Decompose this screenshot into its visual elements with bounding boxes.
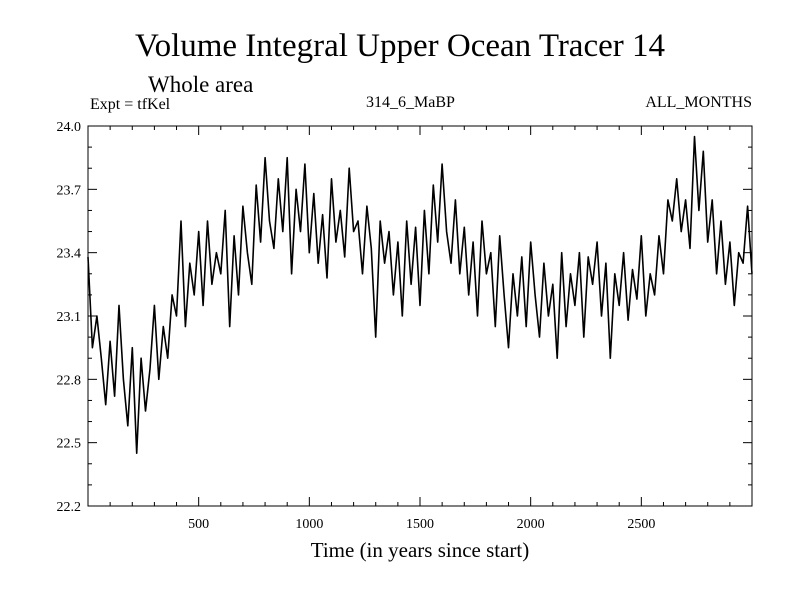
- x-axis-title: Time (in years since start): [310, 538, 530, 562]
- y-tick-label: 22.2: [57, 500, 82, 515]
- y-tick-label: 23.1: [57, 310, 82, 325]
- months-label: ALL_MONTHS: [645, 94, 752, 111]
- y-tick-label: 22.5: [57, 437, 82, 452]
- x-tick-label: 1000: [295, 517, 323, 532]
- experiment-label: Expt = tfKel: [90, 96, 171, 113]
- y-tick-label: 23.7: [57, 183, 82, 198]
- chart-subtitle: Whole area: [148, 72, 254, 97]
- x-tick-label: 1500: [406, 517, 434, 532]
- run-label: 314_6_MaBP: [366, 94, 455, 111]
- y-tick-label: 22.8: [57, 373, 82, 388]
- axis-ticks: [88, 126, 752, 506]
- chart-title: Volume Integral Upper Ocean Tracer 14: [135, 28, 665, 64]
- plot-frame: [87, 125, 753, 507]
- x-tick-label: 2500: [627, 517, 655, 532]
- y-tick-label: 23.4: [57, 247, 82, 262]
- y-tick-label: 24.0: [57, 120, 82, 135]
- series-group: [87, 135, 753, 455]
- x-tick-label: 2000: [517, 517, 545, 532]
- series-line: [87, 135, 753, 455]
- x-tick-label: 500: [188, 517, 209, 532]
- tick-labels: 500 1000 1500 2000 2500 22.2 22.5 22.8 23.1 23.4 2…: [57, 120, 656, 532]
